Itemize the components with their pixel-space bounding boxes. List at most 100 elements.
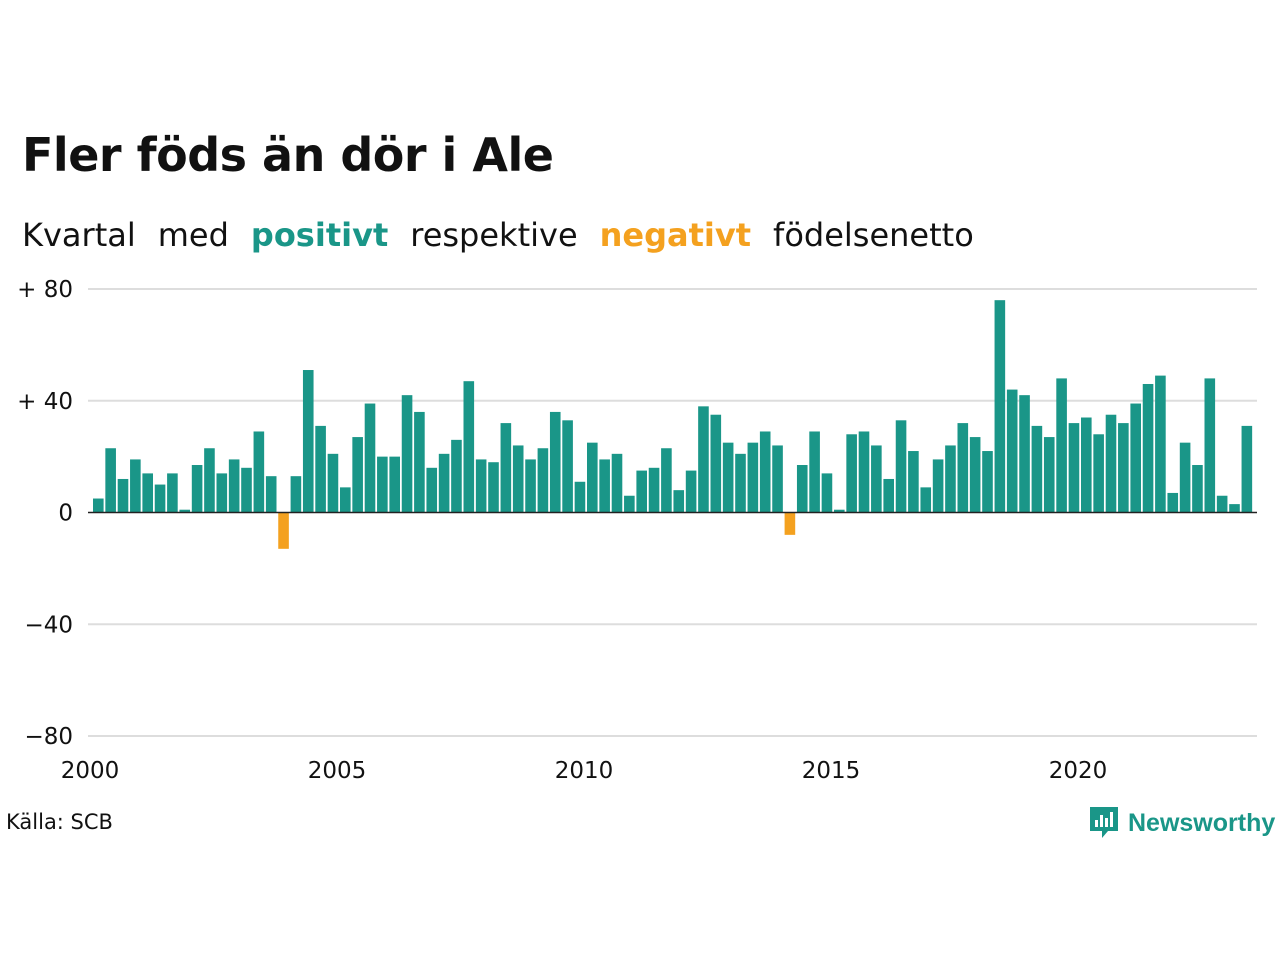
bar — [920, 487, 932, 513]
subtitle-word: Kvartal — [22, 216, 136, 254]
bar — [228, 459, 240, 513]
bar — [1204, 378, 1216, 513]
bar — [117, 478, 129, 513]
bar — [488, 462, 499, 513]
bar — [1043, 437, 1055, 513]
bar — [216, 473, 228, 513]
bar — [796, 465, 808, 513]
bar — [1019, 395, 1030, 513]
bar — [698, 406, 709, 513]
y-tick-label: + 80 — [17, 277, 73, 303]
x-tick-label: 2000 — [61, 758, 120, 780]
bar — [1216, 495, 1228, 513]
bar — [982, 451, 993, 513]
bar — [772, 445, 783, 513]
bar — [241, 467, 252, 513]
bar — [1081, 417, 1092, 513]
bar — [278, 512, 289, 549]
bar — [1229, 504, 1240, 513]
bar — [302, 370, 314, 513]
bar — [969, 437, 981, 513]
bar — [624, 495, 635, 513]
bar — [401, 395, 413, 513]
bar — [871, 445, 882, 513]
bar — [142, 473, 153, 513]
bar — [809, 431, 820, 513]
bar — [451, 439, 462, 513]
bar — [710, 414, 722, 513]
bar — [1006, 389, 1018, 513]
bar — [1031, 425, 1043, 513]
bar — [426, 467, 438, 513]
bar — [167, 473, 178, 513]
bar — [722, 442, 734, 513]
chart-title: Fler föds än dör i Ale — [22, 128, 554, 182]
bar — [587, 442, 598, 513]
bar — [253, 431, 265, 513]
bar — [648, 467, 660, 513]
bar — [352, 437, 363, 513]
bar — [895, 420, 907, 513]
bar — [179, 509, 191, 513]
bar — [1093, 434, 1104, 513]
bar — [389, 456, 400, 513]
bar — [290, 476, 302, 513]
bar — [1105, 414, 1117, 513]
bar — [735, 453, 746, 513]
bar — [1179, 442, 1191, 513]
bar — [1142, 383, 1154, 513]
bar — [475, 459, 487, 513]
bar — [759, 431, 771, 513]
bar — [858, 431, 870, 513]
bar — [340, 487, 351, 513]
bar — [957, 423, 969, 513]
bar — [883, 478, 894, 513]
bar — [784, 512, 796, 535]
bar — [611, 453, 623, 513]
source-note: Källa: SCB — [6, 810, 113, 834]
bar — [204, 448, 215, 513]
chart-subtitle: Kvartal med positivt respektive negativt föde… — [22, 216, 996, 254]
bar — [1056, 378, 1067, 513]
bar — [265, 476, 277, 513]
bar — [747, 442, 759, 513]
bar — [1130, 403, 1141, 513]
newsworthy-logo-text: Newsworthy — [1128, 808, 1276, 837]
bar — [525, 459, 536, 513]
bar — [994, 300, 1006, 513]
bar — [562, 420, 573, 513]
y-tick-label: + 40 — [17, 389, 73, 415]
bar — [537, 448, 549, 513]
bar — [414, 411, 425, 513]
subtitle-word: med — [157, 216, 229, 254]
bar — [685, 470, 697, 513]
x-tick-label: 2020 — [1049, 758, 1108, 780]
bar — [327, 453, 339, 513]
y-tick-label: −40 — [24, 612, 73, 638]
bar — [636, 470, 647, 513]
bar — [834, 509, 845, 513]
bar — [549, 411, 561, 513]
x-tick-label: 2005 — [308, 758, 367, 780]
bar-chart: + 80 + 40 0 −40 −80 2000 2005 2010 2015 2020 — [17, 277, 1257, 780]
bar — [1155, 375, 1166, 513]
bar — [1118, 423, 1129, 513]
x-tick-label: 2010 — [555, 758, 614, 780]
bar — [945, 445, 956, 513]
newsworthy-logo: Newsworthy — [1088, 803, 1275, 843]
bar — [1192, 465, 1203, 513]
subtitle-positive: positivt — [250, 216, 389, 254]
bar — [574, 481, 586, 513]
bar — [599, 459, 610, 513]
bar — [377, 456, 388, 513]
bar — [315, 425, 326, 513]
y-tick-label: 0 — [58, 501, 73, 527]
bar — [105, 448, 116, 513]
bar — [908, 451, 919, 513]
bar — [661, 448, 672, 513]
bar — [364, 403, 376, 513]
bar — [1167, 492, 1179, 513]
bar — [512, 445, 524, 513]
bar — [846, 434, 857, 513]
bar — [821, 473, 833, 513]
